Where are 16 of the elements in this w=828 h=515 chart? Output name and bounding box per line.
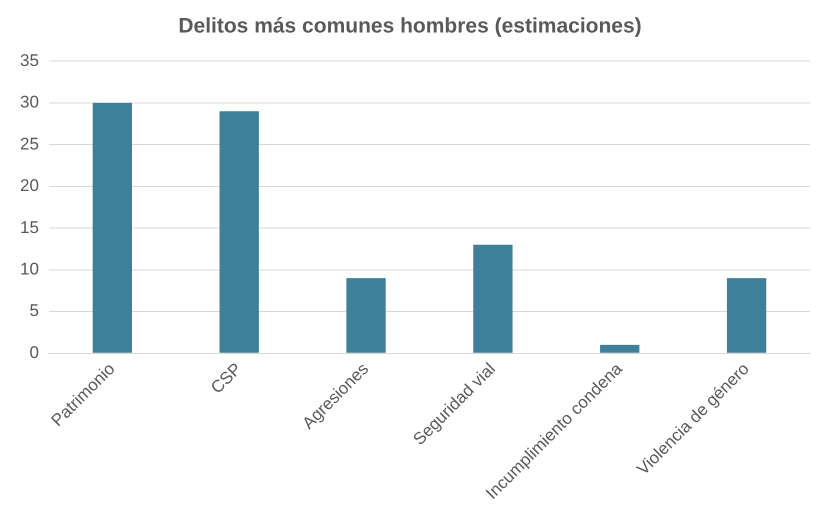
y-tick-label: 5 — [29, 301, 39, 320]
y-tick-label: 30 — [20, 92, 39, 112]
bar — [600, 344, 640, 353]
y-tick-label: 25 — [20, 134, 39, 154]
bar — [726, 278, 766, 353]
y-tick-label: 20 — [20, 176, 39, 196]
y-tick-label: 15 — [20, 218, 39, 237]
x-tick-label: CSP — [207, 359, 246, 398]
bar — [220, 111, 259, 353]
chart-title: Delitos más comunes hombres (estimaciones) — [178, 14, 642, 38]
y-tick-label: 35 — [20, 50, 39, 70]
y-tick-label: 0 — [29, 342, 39, 362]
bar — [473, 244, 513, 353]
bar — [92, 102, 132, 353]
bar — [346, 278, 386, 353]
y-tick-label: 10 — [20, 260, 39, 279]
